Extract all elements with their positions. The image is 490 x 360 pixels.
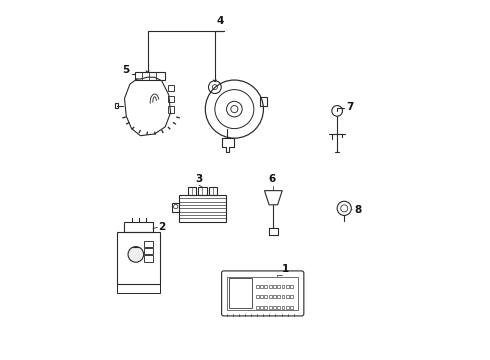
Text: 1: 1: [282, 264, 290, 274]
Bar: [229, 278, 252, 309]
Bar: [290, 285, 293, 288]
Bar: [290, 306, 293, 309]
Circle shape: [128, 247, 144, 262]
Bar: [256, 295, 259, 298]
Text: 4: 4: [217, 16, 224, 26]
Bar: [260, 306, 263, 309]
Bar: [265, 285, 268, 288]
Bar: [286, 295, 289, 298]
Bar: [286, 306, 289, 309]
Bar: [277, 285, 280, 288]
Bar: [269, 306, 271, 309]
Bar: [290, 295, 293, 298]
Bar: [168, 106, 174, 113]
Bar: [124, 222, 153, 232]
Bar: [118, 232, 160, 284]
Bar: [256, 285, 259, 288]
Text: 5: 5: [122, 66, 130, 76]
Bar: [269, 295, 271, 298]
Bar: [144, 248, 153, 255]
Bar: [265, 306, 268, 309]
Bar: [273, 295, 276, 298]
Bar: [135, 72, 165, 80]
Text: 8: 8: [354, 205, 362, 215]
Bar: [273, 285, 276, 288]
Bar: [269, 285, 271, 288]
Bar: [227, 276, 298, 310]
Text: 3: 3: [196, 175, 202, 184]
Bar: [144, 255, 153, 261]
Bar: [282, 295, 284, 298]
Bar: [265, 295, 268, 298]
Text: 6: 6: [268, 174, 275, 184]
Bar: [144, 241, 153, 247]
Bar: [260, 97, 267, 105]
Bar: [256, 306, 259, 309]
Bar: [277, 295, 280, 298]
Text: 7: 7: [346, 102, 353, 112]
Bar: [115, 103, 119, 108]
Bar: [172, 203, 179, 212]
Text: 2: 2: [158, 222, 166, 232]
Bar: [209, 187, 218, 195]
Bar: [178, 195, 226, 222]
Bar: [273, 306, 276, 309]
Bar: [168, 85, 174, 91]
Bar: [282, 285, 284, 288]
Bar: [168, 96, 174, 102]
Bar: [198, 187, 207, 195]
Bar: [277, 306, 280, 309]
Bar: [118, 284, 160, 293]
Bar: [282, 306, 284, 309]
Bar: [286, 285, 289, 288]
Bar: [260, 295, 263, 298]
Bar: [260, 285, 263, 288]
Bar: [188, 187, 196, 195]
